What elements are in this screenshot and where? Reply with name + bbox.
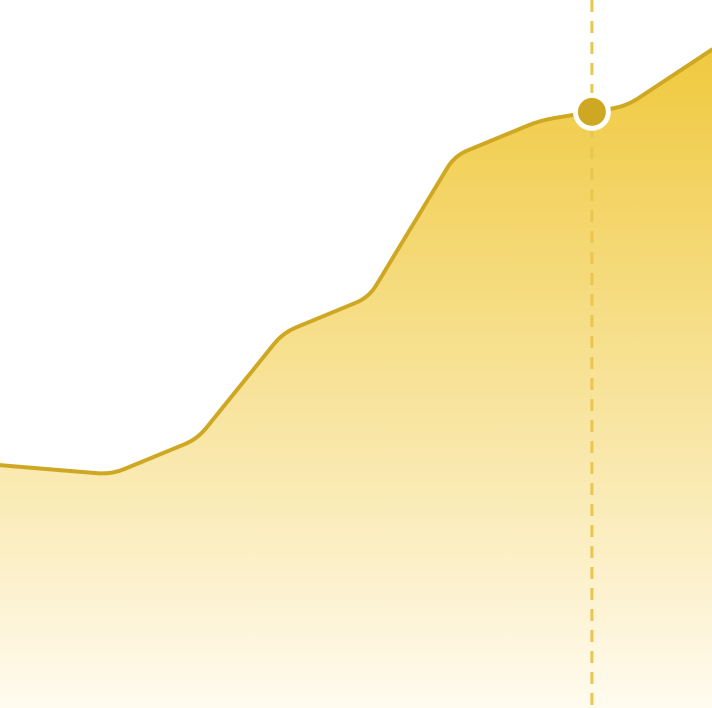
series-line — [0, 47, 712, 476]
area-fill — [0, 49, 712, 708]
hover-marker-point[interactable] — [577, 97, 606, 126]
